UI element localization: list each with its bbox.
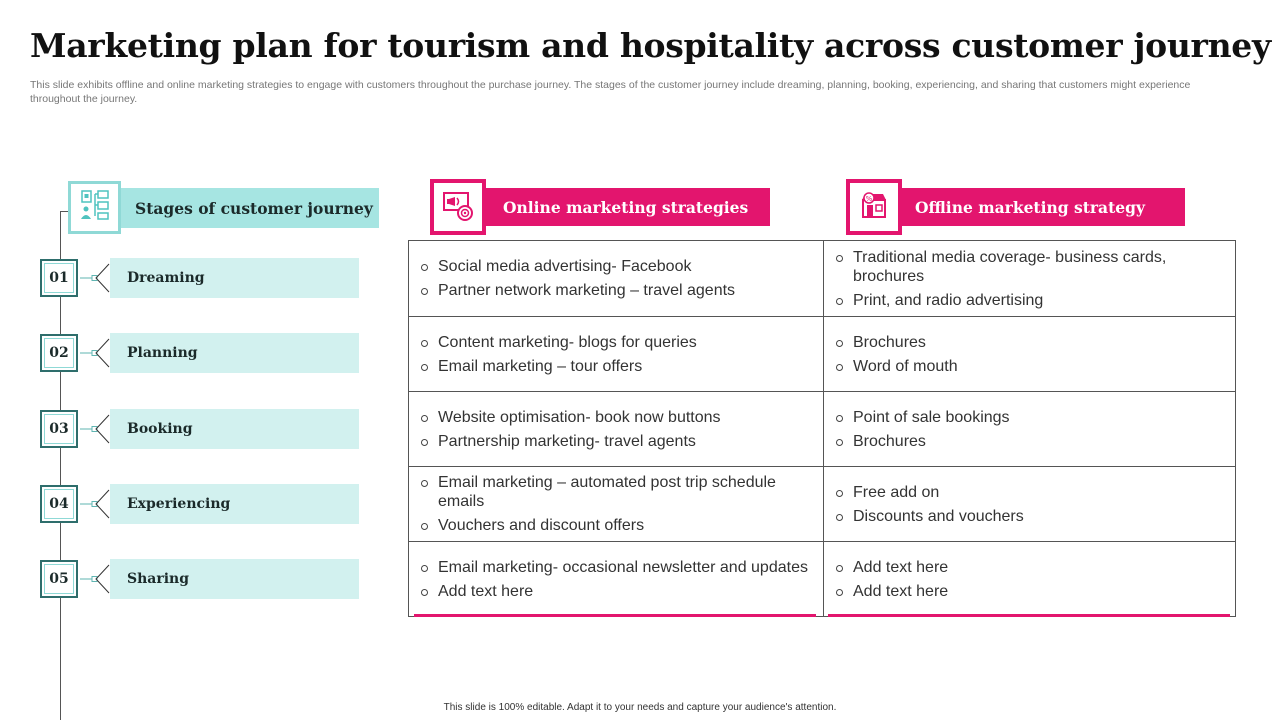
bullet-icon	[421, 438, 428, 446]
stage-label: Dreaming	[110, 258, 359, 298]
bullet-icon	[836, 513, 843, 521]
list-item: Social media advertising- Facebook	[419, 257, 813, 276]
offline-column-accent-bar	[828, 614, 1230, 617]
bullet-icon	[836, 363, 843, 371]
online-cell: Website optimisation- book now buttons P…	[409, 392, 823, 466]
online-cell: Content marketing- blogs for queries Ema…	[409, 317, 823, 391]
stage-number-box: 02	[40, 334, 78, 372]
stage-number-box: 04	[40, 485, 78, 523]
stage-label: Booking	[110, 409, 359, 449]
list-item: Traditional media coverage- business car…	[834, 248, 1225, 286]
list-item: Content marketing- blogs for queries	[419, 333, 813, 352]
offline-cell: Traditional media coverage- business car…	[823, 241, 1235, 316]
list-item: Add text here	[834, 558, 1225, 577]
bullet-icon	[836, 297, 843, 305]
stage-label: Planning	[110, 333, 359, 373]
bullet-icon	[836, 438, 843, 446]
bracket-connector-icon	[80, 564, 110, 594]
bullet-icon	[421, 523, 428, 530]
timeline-line	[60, 212, 61, 720]
bullet-icon	[421, 264, 428, 271]
list-item: Add text here	[834, 582, 1225, 601]
list-item: Point of sale bookings	[834, 408, 1225, 427]
offline-cell: Add text here Add text here	[823, 542, 1235, 616]
online-column-accent-bar	[414, 614, 816, 617]
bracket-connector-icon	[80, 489, 110, 519]
list-item: Add text here	[419, 582, 813, 601]
stage-number: 02	[44, 338, 74, 368]
list-item: Brochures	[834, 333, 1225, 352]
megaphone-target-icon	[441, 188, 475, 227]
list-item: Website optimisation- book now buttons	[419, 408, 813, 427]
bullet-icon	[836, 339, 843, 347]
table-row: Email marketing – automated post trip sc…	[409, 466, 1235, 541]
strategy-table: Social media advertising- Facebook Partn…	[408, 240, 1236, 617]
bracket-connector-icon	[80, 414, 110, 444]
stage-label: Experiencing	[110, 484, 359, 524]
table-row: Website optimisation- book now buttons P…	[409, 391, 1235, 466]
list-item: Email marketing – automated post trip sc…	[419, 473, 813, 511]
stage-number: 01	[44, 263, 74, 293]
stage-item-experiencing: 04 Experiencing	[40, 484, 360, 524]
list-item: Brochures	[834, 432, 1225, 451]
online-header-icon-box	[430, 179, 486, 235]
bullet-icon	[836, 588, 843, 596]
stage-number: 05	[44, 564, 74, 594]
svg-text:%: %	[866, 195, 873, 203]
people-network-icon	[78, 188, 112, 227]
stage-number-box: 01	[40, 259, 78, 297]
list-item: Partnership marketing- travel agents	[419, 432, 813, 451]
list-item: Email marketing – tour offers	[419, 357, 813, 376]
stages-header-icon-box	[68, 181, 121, 234]
stage-number: 03	[44, 414, 74, 444]
offline-header-icon-box: %	[846, 179, 902, 235]
online-strategies-header: Online marketing strategies	[470, 188, 770, 226]
list-item: Email marketing- occasional newsletter a…	[419, 558, 813, 577]
online-cell: Social media advertising- Facebook Partn…	[409, 241, 823, 316]
bullet-icon	[836, 414, 843, 422]
bullet-icon	[421, 363, 428, 371]
stage-label: Sharing	[110, 559, 359, 599]
list-item: Free add on	[834, 483, 1225, 502]
storefront-icon: %	[857, 188, 891, 227]
offline-cell: Point of sale bookings Brochures	[823, 392, 1235, 466]
bullet-icon	[836, 489, 843, 497]
bullet-icon	[421, 339, 428, 347]
footer-note: This slide is 100% editable. Adapt it to…	[443, 702, 837, 713]
bracket-connector-icon	[80, 263, 110, 293]
list-item: Print, and radio advertising	[834, 291, 1225, 310]
bullet-icon	[421, 480, 428, 487]
bullet-icon	[836, 254, 843, 262]
online-cell: Email marketing- occasional newsletter a…	[409, 542, 823, 616]
table-row: Social media advertising- Facebook Partn…	[409, 241, 1235, 316]
bullet-icon	[836, 564, 843, 572]
stage-number: 04	[44, 489, 74, 519]
list-item: Discounts and vouchers	[834, 507, 1225, 526]
stage-item-sharing: 05 Sharing	[40, 559, 360, 599]
stages-header: Stages of customer journey	[121, 188, 379, 228]
bullet-icon	[421, 564, 428, 572]
stage-item-planning: 02 Planning	[40, 333, 360, 373]
stage-item-dreaming: 01 Dreaming	[40, 258, 360, 298]
list-item: Partner network marketing – travel agent…	[419, 281, 813, 300]
timeline-tick	[60, 211, 70, 212]
offline-cell: Free add on Discounts and vouchers	[823, 467, 1235, 541]
stage-number-box: 03	[40, 410, 78, 448]
page-subtitle: This slide exhibits offline and online m…	[30, 79, 1191, 105]
stage-item-booking: 03 Booking	[40, 409, 360, 449]
page-title: Marketing plan for tourism and hospitali…	[30, 26, 1271, 65]
table-row: Email marketing- occasional newsletter a…	[409, 541, 1235, 616]
bullet-icon	[421, 588, 428, 596]
table-row: Content marketing- blogs for queries Ema…	[409, 316, 1235, 391]
bullet-icon	[421, 414, 428, 422]
list-item: Vouchers and discount offers	[419, 516, 813, 535]
bullet-icon	[421, 288, 428, 295]
stage-number-box: 05	[40, 560, 78, 598]
offline-cell: Brochures Word of mouth	[823, 317, 1235, 391]
list-item: Word of mouth	[834, 357, 1225, 376]
bracket-connector-icon	[80, 338, 110, 368]
offline-strategy-header: Offline marketing strategy	[885, 188, 1185, 226]
online-cell: Email marketing – automated post trip sc…	[409, 467, 823, 541]
